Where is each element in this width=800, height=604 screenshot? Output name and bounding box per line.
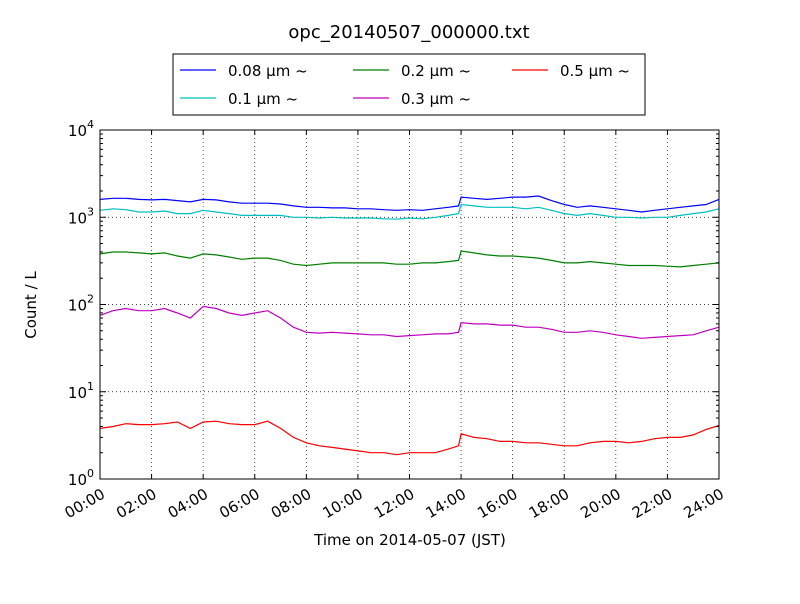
x-axis-label: Time on 2014-05-07 (JST)	[313, 531, 506, 549]
y-tick-labels: 100 101 102 103 104	[68, 118, 94, 489]
chart-title: opc_20140507_000000.txt	[288, 22, 529, 43]
y-tick-label: 102	[68, 293, 94, 315]
y-axis-label: Count / L	[22, 271, 40, 339]
legend-label: 0.5 μm ~	[560, 62, 630, 80]
legend-label: 0.1 μm ~	[228, 90, 298, 108]
y-tick-label: 103	[68, 205, 94, 227]
legend-box	[172, 53, 646, 116]
series-line	[99, 420, 720, 456]
y-tick-label: 104	[68, 118, 94, 140]
series-line	[99, 250, 720, 268]
y-tick-label: 100	[68, 467, 94, 489]
tick-layer	[99, 129, 720, 480]
series-line	[99, 305, 720, 339]
series-line	[99, 195, 720, 213]
y-tick-label: 101	[68, 380, 94, 402]
legend-label: 0.2 μm ~	[401, 62, 471, 80]
series-layer	[99, 195, 720, 456]
legend-label: 0.3 μm ~	[401, 90, 471, 108]
legend-label: 0.08 μm ~	[228, 62, 308, 80]
legend: 0.08 μm ~ 0.1 μm ~ 0.2 μm ~ 0.3 μm ~ 0.5 μm …	[172, 53, 646, 116]
series-line	[99, 203, 720, 220]
